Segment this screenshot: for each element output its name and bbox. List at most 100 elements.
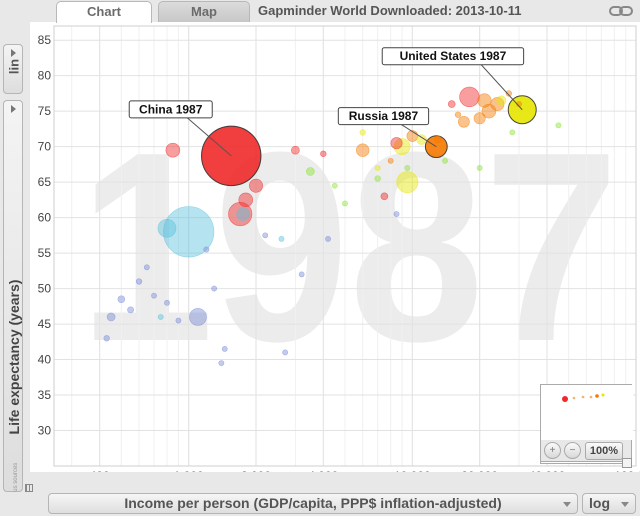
grid-icon[interactable]: [25, 484, 33, 492]
country-bubble[interactable]: [135, 278, 143, 285]
country-bubble[interactable]: [356, 143, 370, 157]
country-bubble[interactable]: [164, 299, 170, 306]
callout-leader: [480, 64, 523, 111]
minimap-dot: [601, 393, 605, 397]
country-bubble[interactable]: [262, 232, 269, 239]
country-bubble[interactable]: [117, 295, 126, 304]
tab-map[interactable]: Map: [158, 1, 250, 22]
bubble-chart[interactable]: 1987 400 1 000 2 000 4 000 10 000 20 000 40 000…: [30, 22, 640, 472]
y-scale-select[interactable]: lin: [3, 44, 23, 94]
y-indicator-select[interactable]: Life expectancy (years) Various sources: [3, 100, 23, 505]
country-bubble[interactable]: [203, 246, 210, 253]
plot-area[interactable]: 1987 400 1 000 2 000 4 000 10 000 20 000 40 000…: [30, 22, 640, 472]
country-bubble[interactable]: [165, 142, 181, 158]
country-bubble[interactable]: [434, 135, 442, 144]
country-bubble[interactable]: [189, 308, 207, 326]
country-bubble[interactable]: [380, 192, 389, 201]
chevron-down-icon: [563, 502, 571, 507]
zoom-reset-button[interactable]: 100%: [585, 442, 623, 460]
minimap-dot: [572, 396, 576, 400]
y-tick-label: 35: [38, 388, 52, 402]
country-bubble[interactable]: [291, 145, 300, 155]
country-bubble[interactable]: [476, 165, 483, 171]
country-bubble[interactable]: [163, 206, 215, 258]
country-bubble[interactable]: [496, 95, 507, 106]
y-tick-label: 85: [38, 33, 52, 47]
country-bubble[interactable]: [447, 100, 456, 108]
country-bubble[interactable]: [477, 93, 492, 108]
country-bubble[interactable]: [509, 129, 516, 136]
country-bubble[interactable]: [278, 236, 285, 242]
country-bubble[interactable]: [374, 175, 381, 182]
y-scale-label: lin: [6, 58, 22, 75]
x-axis-label: Income per person (GDP/capita, PPP$ infl…: [124, 495, 502, 511]
country-bubble[interactable]: [320, 150, 327, 157]
expand-arrow-icon: [11, 105, 16, 113]
x-tick-label: 2 000: [241, 469, 271, 472]
country-bubble[interactable]: [342, 200, 348, 207]
y-tick-label: 55: [38, 246, 52, 260]
country-bubble[interactable]: [151, 292, 157, 299]
country-bubble[interactable]: [396, 171, 419, 194]
country-bubble[interactable]: [374, 165, 381, 171]
country-bubble[interactable]: [459, 86, 480, 108]
x-tick-label: 100 000: [614, 469, 640, 472]
country-bubble[interactable]: [306, 167, 315, 176]
zoom-out-icon[interactable]: −: [564, 442, 581, 459]
country-bubble[interactable]: [393, 138, 411, 155]
y-tick-label: 75: [38, 104, 52, 118]
expand-arrow-icon: [11, 49, 16, 57]
country-bubble[interactable]: [157, 218, 177, 238]
callout-box: [337, 107, 430, 126]
country-bubble[interactable]: [331, 182, 338, 189]
country-bubble[interactable]: [416, 134, 427, 145]
country-bubble[interactable]: [238, 192, 254, 208]
x-tick-label: 400: [90, 469, 110, 472]
country-bubble[interactable]: [211, 285, 218, 292]
country-bubble[interactable]: [359, 129, 366, 136]
country-bubble[interactable]: [404, 165, 411, 171]
country-bubble[interactable]: [442, 157, 448, 164]
country-bubble[interactable]: [298, 271, 305, 278]
resize-icon[interactable]: [622, 458, 632, 468]
callout-box: [381, 47, 525, 66]
country-bubble[interactable]: [127, 306, 135, 314]
country-bubble[interactable]: [221, 346, 228, 352]
country-bubble[interactable]: [236, 207, 250, 221]
country-bubble[interactable]: [106, 312, 116, 322]
country-bubble[interactable]: [454, 111, 462, 118]
country-bubble[interactable]: [175, 317, 182, 324]
country-bubble[interactable]: [157, 314, 164, 320]
country-bubble[interactable]: [458, 115, 470, 128]
y-tick-label: 65: [38, 175, 52, 189]
link-icon[interactable]: [608, 4, 634, 18]
country-bubble[interactable]: [555, 122, 562, 129]
country-bubble[interactable]: [387, 157, 394, 164]
callout-label: United States 1987: [400, 49, 507, 63]
country-bubble[interactable]: [390, 137, 403, 150]
y-axis-label: Life expectancy (years): [6, 279, 22, 435]
country-bubble[interactable]: [218, 360, 225, 366]
country-bubble[interactable]: [393, 211, 400, 217]
country-bubble-labeled[interactable]: [424, 135, 448, 159]
country-bubble[interactable]: [481, 103, 497, 119]
country-bubble[interactable]: [282, 349, 289, 356]
plot-frame: [53, 25, 637, 467]
country-bubble[interactable]: [143, 264, 150, 271]
callout-box: [128, 100, 213, 119]
x-indicator-select[interactable]: Income per person (GDP/capita, PPP$ infl…: [48, 493, 578, 514]
x-scale-select[interactable]: log: [582, 493, 636, 514]
country-bubble[interactable]: [249, 178, 263, 193]
country-bubble[interactable]: [406, 130, 419, 142]
tab-chart[interactable]: Chart: [56, 1, 152, 23]
country-bubble[interactable]: [505, 90, 512, 97]
country-bubble[interactable]: [103, 335, 110, 342]
zoom-in-icon[interactable]: +: [544, 442, 561, 459]
country-bubble[interactable]: [325, 236, 331, 242]
country-bubble[interactable]: [473, 112, 486, 125]
x-scale-label: log: [589, 495, 610, 511]
year-watermark: 1987: [79, 97, 619, 398]
y-tick-label: 60: [38, 211, 52, 225]
header: Chart Map Gapminder World Downloaded: 20…: [0, 0, 640, 23]
minimap-china-dot: [562, 396, 568, 402]
